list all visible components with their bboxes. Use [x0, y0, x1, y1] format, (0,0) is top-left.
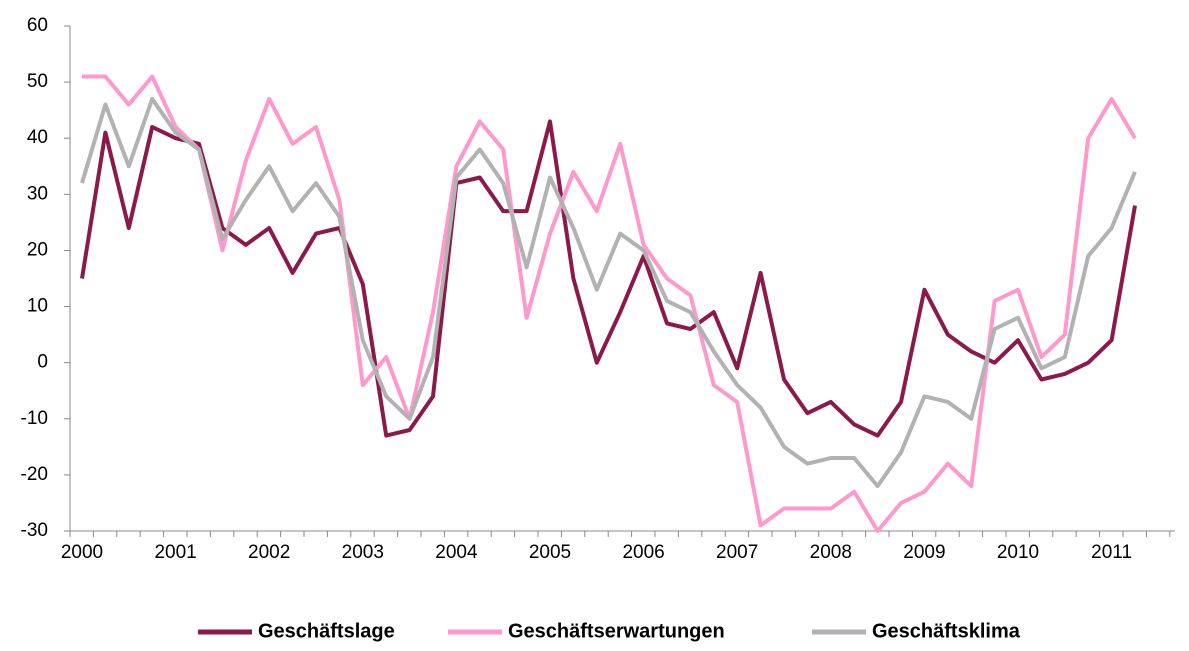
y-tick-label: 40: [27, 127, 48, 148]
line-series: [82, 74, 1137, 533]
legend-label: Geschäftslage: [258, 620, 395, 642]
x-tick-label: 2004: [435, 542, 478, 563]
x-tick-label: 2003: [342, 542, 384, 563]
x-tick-label: 2002: [248, 542, 290, 563]
y-tick-label: 30: [27, 183, 48, 204]
x-tick-label: 2009: [903, 542, 945, 563]
y-tick-label: 20: [27, 239, 48, 260]
y-tick-label: 10: [27, 296, 48, 317]
x-tick-label: 2011: [1091, 542, 1132, 563]
x-tick-label: 2005: [529, 542, 571, 563]
line-series: [80, 96, 1137, 489]
line-series: [80, 119, 1137, 438]
y-tick-label: -20: [21, 464, 48, 485]
x-tick-label: 2000: [61, 542, 103, 563]
y-tick-label: 50: [27, 71, 48, 92]
x-tick-label: 2008: [810, 542, 852, 563]
y-tick-label: 60: [27, 15, 48, 36]
x-tick-label: 2007: [716, 542, 758, 563]
y-tick-label: 0: [37, 352, 48, 373]
x-tick-label: 2006: [622, 542, 664, 563]
legend-label: Geschäftserwartungen: [508, 620, 725, 642]
y-tick-label: -10: [21, 408, 48, 429]
legend-label: Geschäftsklima: [872, 620, 1021, 642]
x-tick-label: 2001: [154, 542, 196, 563]
y-tick-label: -30: [21, 520, 48, 541]
x-tick-label: 2010: [997, 542, 1039, 563]
